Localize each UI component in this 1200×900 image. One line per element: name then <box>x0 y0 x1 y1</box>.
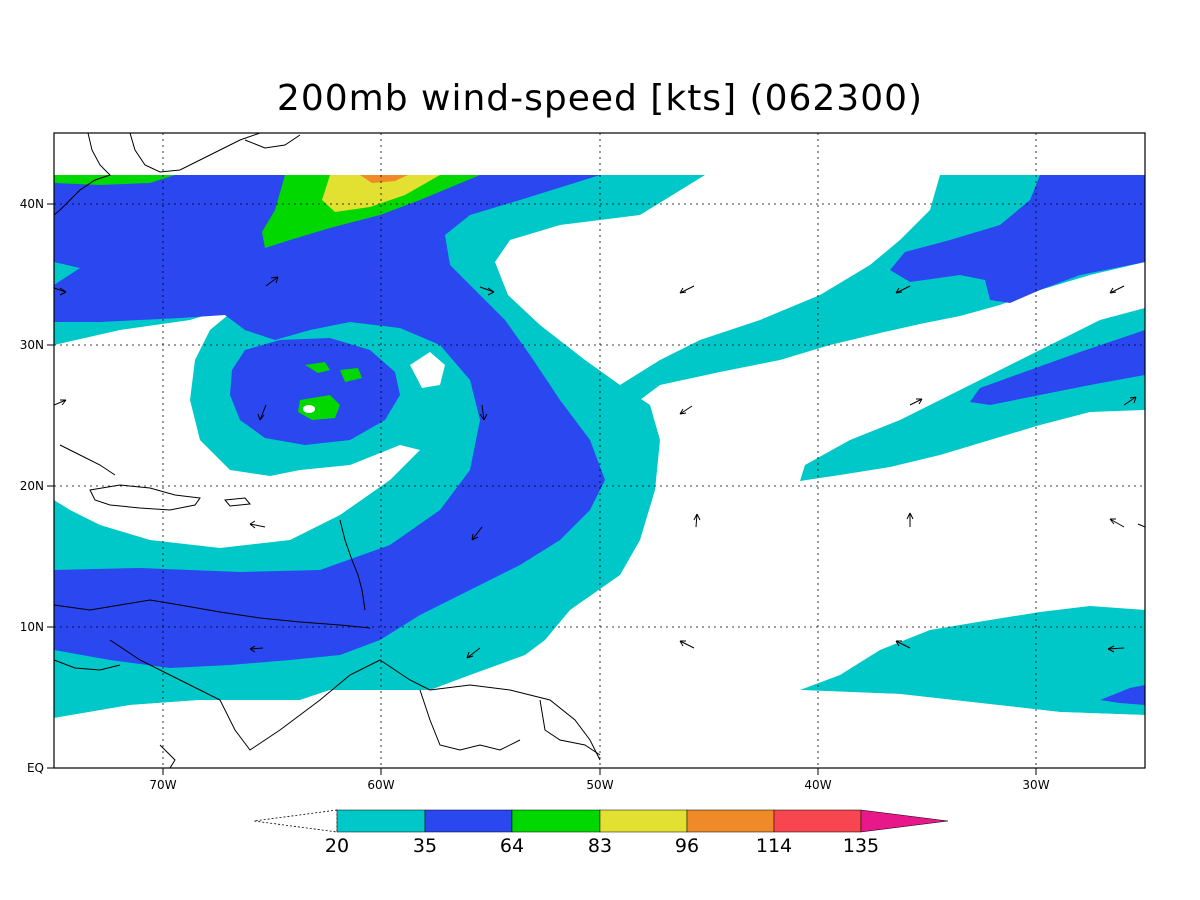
no-data-south <box>54 690 1145 768</box>
tick-marks <box>47 203 1037 775</box>
contour-64-83-north <box>262 175 480 248</box>
coastlines <box>54 133 601 768</box>
lon-label: 50W <box>586 778 613 792</box>
lat-label: 40N <box>20 197 44 211</box>
colorbar-swatch <box>686 809 775 833</box>
colorbar: 20 35 64 83 96 114 135 <box>253 809 949 857</box>
contour-96-114 <box>360 175 408 183</box>
colorbar-swatch <box>336 809 426 833</box>
coast-guyana <box>419 689 521 751</box>
wind-contours <box>54 175 1145 768</box>
contour-64-83-eye-b <box>340 368 362 382</box>
coast-new-england <box>129 133 261 173</box>
contour-20-35-east-band <box>800 308 1145 481</box>
coast-panama <box>54 659 121 671</box>
coast-venezuela <box>54 599 371 629</box>
coast-sa-interior <box>159 744 176 768</box>
map-title: 200mb wind-speed [kts] (062300) <box>276 78 924 119</box>
contour-35-64-se <box>1100 685 1145 705</box>
plot-area <box>54 133 1145 768</box>
coast-us-east <box>54 133 111 216</box>
colorbar-swatch <box>599 809 688 833</box>
contour-35-64-ne <box>890 175 1145 303</box>
lon-label: 60W <box>367 778 394 792</box>
colorbar-label: 64 <box>500 835 524 857</box>
contour-35-64-main <box>54 175 605 668</box>
contour-64-83-eye-a <box>305 362 330 373</box>
lat-label: 10N <box>20 620 44 634</box>
colorbar-label: 20 <box>325 835 349 857</box>
contour-35-64-east <box>970 330 1145 405</box>
coast-puerto-rico <box>224 497 251 507</box>
colorbar-label: 83 <box>588 835 612 857</box>
lon-label: 30W <box>1022 778 1049 792</box>
calm-region-small <box>410 352 445 388</box>
coast-nova-scotia <box>244 134 301 149</box>
colorbar-label: 35 <box>413 835 437 857</box>
lon-label: 40W <box>804 778 831 792</box>
coast-hispaniola <box>89 484 201 511</box>
colorbar-over-triangle <box>860 809 949 833</box>
colorbar-label: 114 <box>756 835 792 857</box>
colorbar-swatch <box>773 809 862 833</box>
gridlines <box>54 133 1145 768</box>
lon-label: 70W <box>149 778 176 792</box>
wind-vectors <box>54 276 1145 659</box>
contour-64-83-nw <box>54 175 175 185</box>
colorbar-under-triangle <box>253 809 338 833</box>
contour-64-83-eye-c <box>298 395 340 420</box>
colorbar-swatch <box>424 809 513 833</box>
lon-labels: 70W 60W 50W 40W 30W <box>149 778 1049 792</box>
contour-35-64-eye <box>230 338 400 445</box>
lat-labels: EQ 10N 20N 30N 40N <box>20 197 44 775</box>
calm-speck <box>303 405 315 413</box>
coast-cuba <box>59 444 116 476</box>
colorbar-label: 135 <box>843 835 879 857</box>
coast-south-america <box>109 639 601 761</box>
lat-label: 20N <box>20 479 44 493</box>
colorbar-label: 96 <box>675 835 699 857</box>
coast-lesser-antilles <box>339 519 366 611</box>
lat-label: 30N <box>20 338 44 352</box>
lat-label: EQ <box>27 761 44 775</box>
colorbar-swatch <box>511 809 601 833</box>
coast-brazil <box>539 699 601 756</box>
contour-20-35-se <box>800 606 1145 715</box>
